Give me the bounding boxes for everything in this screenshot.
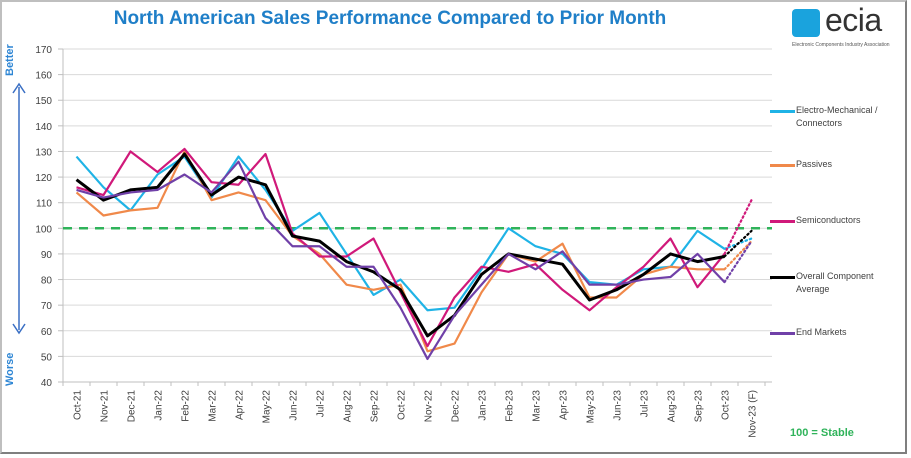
legend-label: End Markets [796,327,847,337]
series-line [75,150,725,353]
legend-item: Semiconductors [770,214,906,227]
x-tick-label: Sep-22 [370,390,381,423]
y-tick-label: 40 [41,378,53,389]
arrow-up-head [12,82,26,94]
series-line [75,152,725,338]
legend-item: Electro-Mechanical / Connectors [770,104,906,130]
x-axis-ticks: Oct-21 Nov-21 Dec-21 Jan-22 Feb-22 Mar-22 Apr-… [62,382,766,438]
series-line [76,160,726,361]
x-tick-label: Jan-22 [154,390,165,421]
x-tick-label: Aug-22 [343,390,354,423]
x-tick-label: Oct-22 [397,390,408,420]
legend-item: End Markets [770,326,906,339]
series-line [76,147,726,348]
legend-label: Semiconductors [796,215,861,225]
y-tick-label: 100 [35,224,52,235]
series-forecast-line [723,199,753,256]
series-forecast-line [723,240,753,271]
legend-label: Electro-Mechanical / Connectors [796,105,878,128]
x-tick-label: Jul-23 [640,390,651,418]
x-tick-label: Nov-23 (F) [748,390,759,438]
x-tick-label: Sep-23 [694,390,705,423]
arrow-down-head [12,323,26,335]
ecia-logo-icon [792,9,820,37]
x-tick-label: Apr-23 [559,390,570,420]
legend-label: Passives [796,159,833,169]
x-tick-label: May-23 [586,390,597,424]
stable-footnote: 100 = Stable [790,427,854,439]
x-tick-label: Dec-22 [451,390,462,423]
y-tick-label: 110 [36,199,52,210]
y-axis-ticks: 40 50 60 70 80 90 100 110 120 130 140 150 160 170 [35,45,63,389]
x-tick-label: Jul-22 [316,390,327,418]
x-tick-label: Feb-23 [505,390,516,422]
y-tick-label: 130 [35,147,52,158]
legend-swatch [770,110,795,113]
x-tick-label: Jan-23 [478,390,489,421]
legend-swatch [770,332,795,335]
y-tick-label: 50 [41,352,53,363]
legend-label: Overall Component Average [796,271,874,294]
better-worse-arrow-icon [12,82,26,335]
series-forecast-line [723,240,753,284]
legend-swatch [770,220,795,223]
x-tick-label: Oct-21 [73,390,84,420]
y-tick-label: 170 [35,45,52,56]
x-tick-label: May-22 [262,390,273,424]
series-forecast-line [723,229,753,258]
gridlines [62,48,772,383]
y-tick-label: 70 [41,301,53,312]
x-tick-label: Apr-22 [235,390,246,420]
legend-item: Overall Component Average [770,270,906,296]
x-tick-label: Mar-22 [208,390,219,422]
ecia-logo-wordmark: ecia [825,2,882,38]
y-tick-label: 80 [41,276,53,287]
legend-item: Passives [770,158,906,171]
x-tick-label: Mar-23 [532,390,543,422]
y-tick-label: 150 [35,96,52,107]
legend-swatch [770,164,795,167]
ecia-logo: ecia Electronic Components Industry Asso… [792,2,904,50]
x-tick-label: Dec-21 [127,390,138,423]
ecia-logo-subtitle: Electronic Components Industry Associati… [792,42,890,48]
y-tick-label: 90 [41,250,53,261]
x-tick-label: Oct-23 [721,390,732,420]
x-tick-label: Feb-22 [181,390,192,422]
series-lines [75,147,753,361]
y-tick-label: 140 [35,122,52,133]
x-tick-label: Jun-22 [289,390,300,421]
y-tick-label: 160 [35,71,52,82]
x-tick-label: Jun-23 [613,390,624,421]
y-tick-label: 120 [35,173,52,184]
y-tick-label: 60 [41,327,53,338]
x-tick-label: Nov-21 [100,390,111,423]
chart-title: North American Sales Performance Compare… [113,8,667,29]
x-tick-label: Nov-22 [424,390,435,423]
x-tick-label: Aug-23 [667,390,678,423]
legend-swatch [770,276,795,279]
